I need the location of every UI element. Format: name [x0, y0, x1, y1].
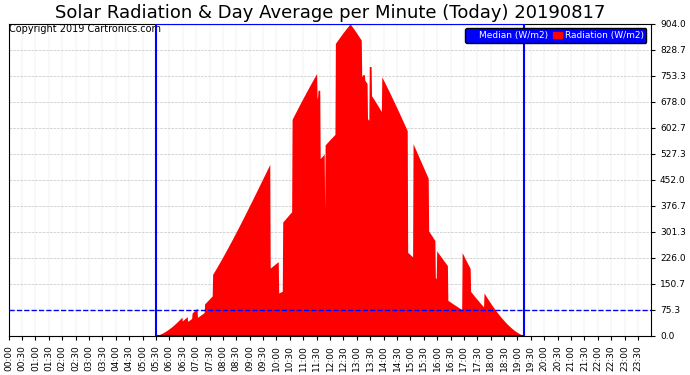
Text: Copyright 2019 Cartronics.com: Copyright 2019 Cartronics.com [9, 24, 161, 34]
Legend: Median (W/m2), Radiation (W/m2): Median (W/m2), Radiation (W/m2) [465, 28, 647, 43]
Title: Solar Radiation & Day Average per Minute (Today) 20190817: Solar Radiation & Day Average per Minute… [55, 4, 605, 22]
Bar [156, 24, 524, 336]
